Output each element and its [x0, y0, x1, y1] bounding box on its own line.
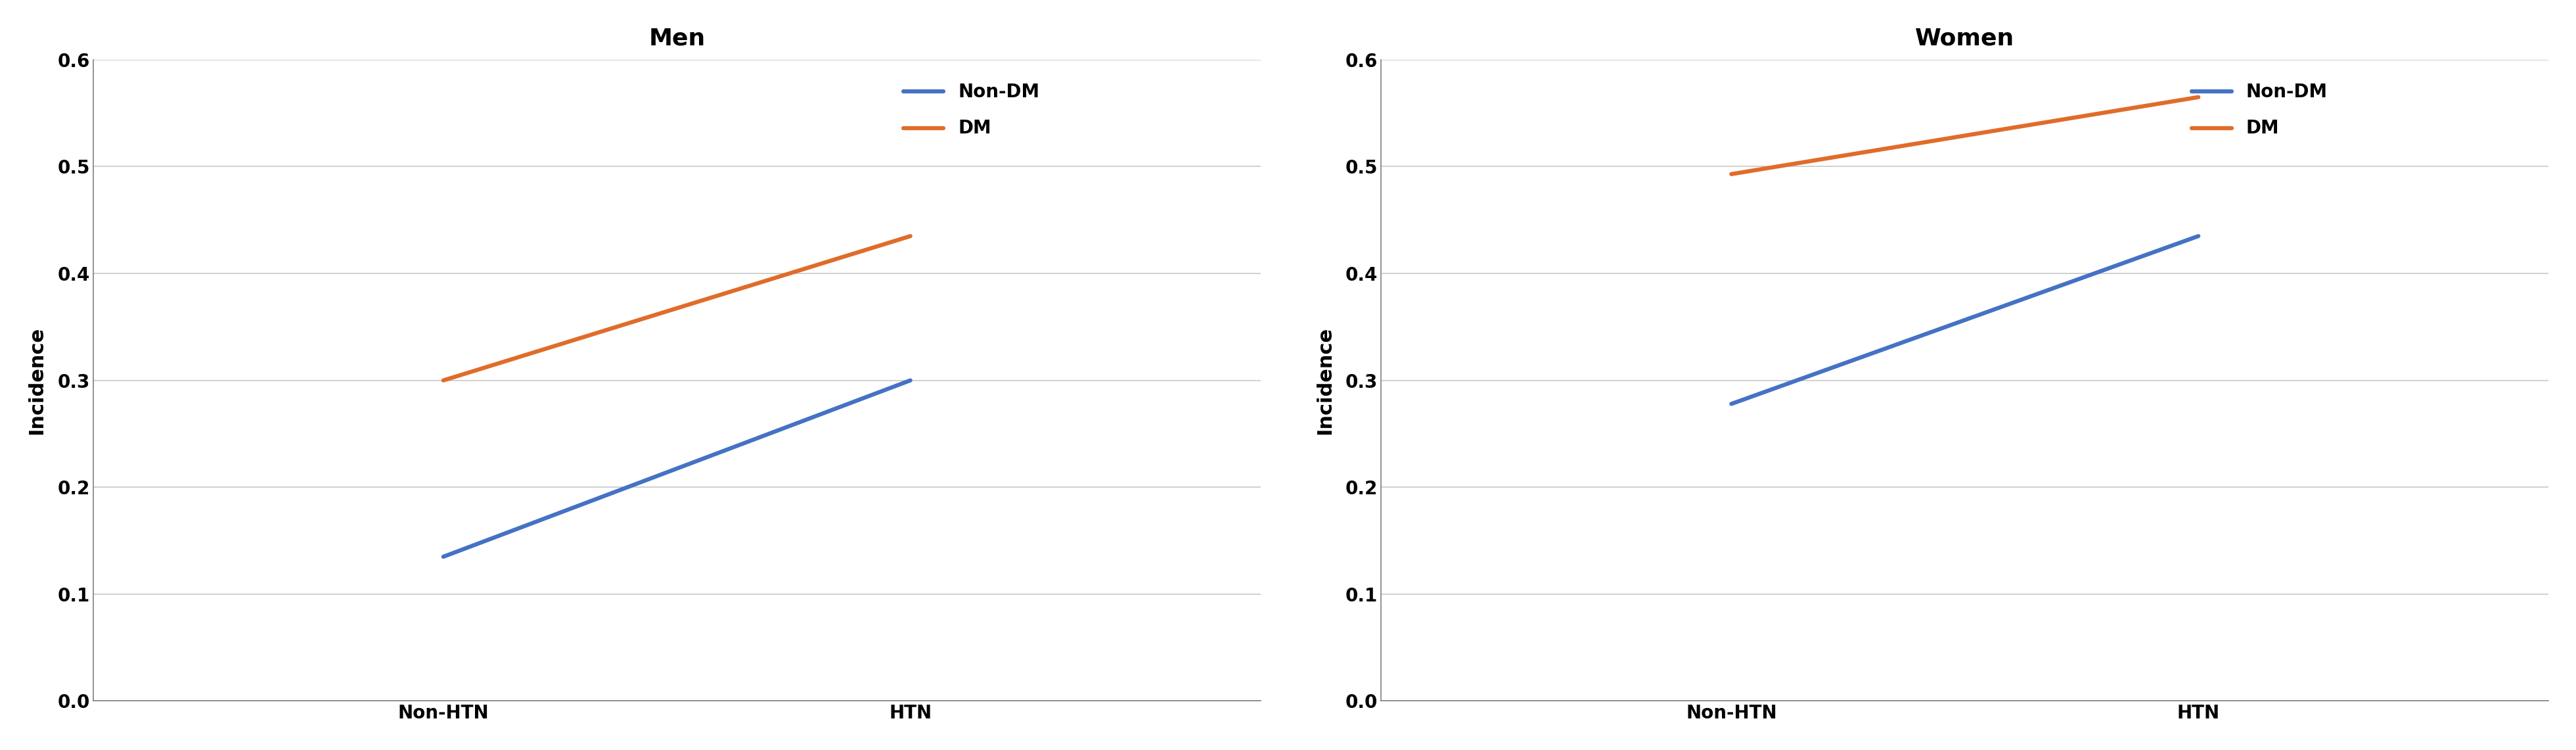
DM [1716, 170, 1747, 178]
Legend: Non-DM, DM: Non-DM, DM [2184, 75, 2334, 145]
DM [2182, 93, 2213, 102]
Y-axis label: Incidence: Incidence [1316, 326, 1334, 434]
Non-DM [2182, 232, 2213, 241]
Line: DM: DM [1731, 98, 2197, 174]
Legend: Non-DM, DM: Non-DM, DM [896, 75, 1046, 145]
Line: Non-DM: Non-DM [443, 380, 909, 556]
Non-DM [894, 376, 925, 385]
Y-axis label: Incidence: Incidence [28, 326, 46, 434]
DM [428, 376, 459, 385]
Title: Men: Men [649, 28, 706, 50]
Line: Non-DM: Non-DM [1731, 236, 2197, 404]
Non-DM [1716, 400, 1747, 409]
Non-DM [428, 552, 459, 561]
Line: DM: DM [443, 236, 909, 380]
Title: Women: Women [1914, 28, 2014, 50]
DM [894, 232, 925, 241]
